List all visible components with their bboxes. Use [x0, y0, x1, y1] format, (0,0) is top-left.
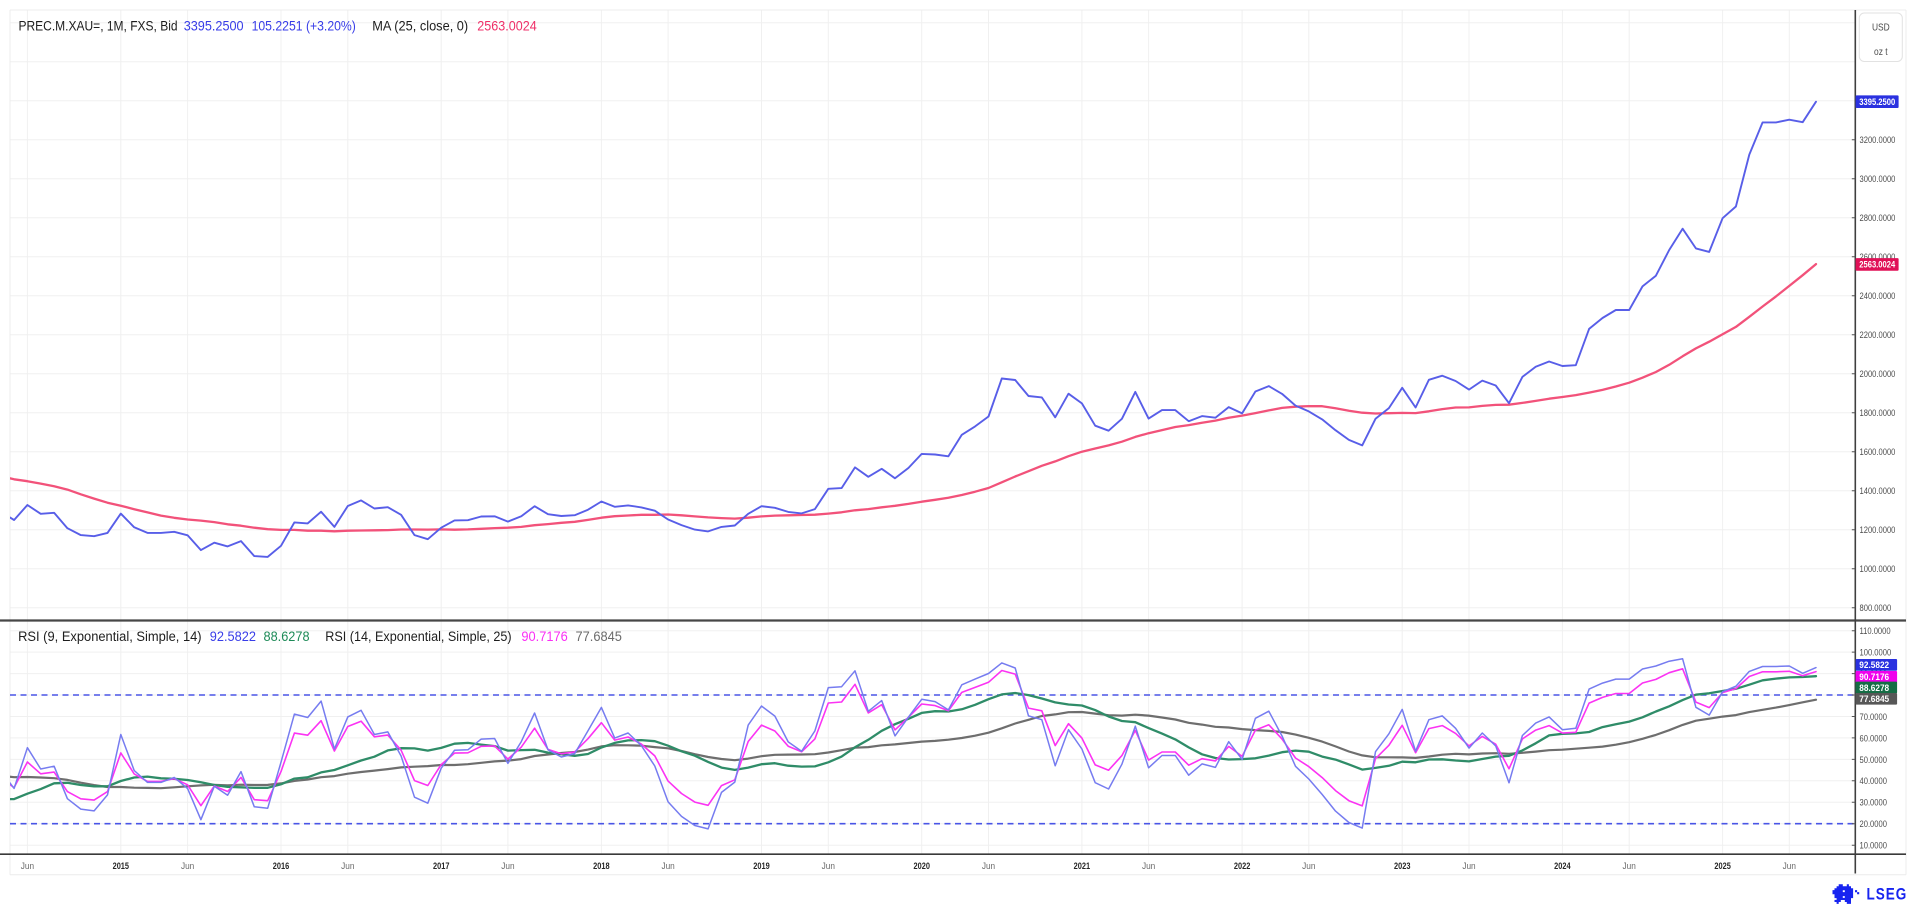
svg-text:70.0000: 70.0000 — [1860, 711, 1888, 722]
svg-text:60.0000: 60.0000 — [1860, 732, 1888, 743]
svg-text:2000.0000: 2000.0000 — [1860, 368, 1896, 379]
svg-text:2024: 2024 — [1554, 860, 1571, 871]
svg-text:2018: 2018 — [593, 860, 610, 871]
svg-text:2400.0000: 2400.0000 — [1860, 290, 1896, 301]
svg-text:50.0000: 50.0000 — [1860, 754, 1888, 765]
svg-text:RSI (9, Exponential, Simple, 1: RSI (9, Exponential, Simple, 14) — [18, 628, 202, 644]
svg-text:LSEG: LSEG — [1867, 885, 1908, 904]
svg-text:USD: USD — [1872, 22, 1890, 34]
svg-text:92.5822: 92.5822 — [1859, 660, 1889, 671]
svg-text:90.7176: 90.7176 — [521, 628, 567, 644]
svg-text:40.0000: 40.0000 — [1860, 775, 1888, 786]
svg-text:100.0000: 100.0000 — [1860, 647, 1892, 658]
svg-text:Jun: Jun — [1783, 860, 1796, 871]
svg-text:2017: 2017 — [433, 860, 450, 871]
svg-text:88.6278: 88.6278 — [1859, 682, 1889, 693]
svg-text:Jun: Jun — [341, 860, 354, 871]
svg-text:110.0000: 110.0000 — [1860, 625, 1891, 636]
svg-text:RSI (14, Exponential, Simple,: RSI (14, Exponential, Simple, 25) — [325, 628, 511, 644]
svg-text:2800.0000: 2800.0000 — [1860, 212, 1896, 223]
svg-text:77.6845: 77.6845 — [1859, 694, 1889, 705]
svg-text:88.6278: 88.6278 — [264, 628, 310, 644]
svg-text:Jun: Jun — [822, 860, 835, 871]
svg-text:30.0000: 30.0000 — [1860, 797, 1888, 808]
svg-text:Jun: Jun — [1462, 860, 1475, 871]
svg-text:3200.0000: 3200.0000 — [1860, 134, 1896, 145]
svg-text:MA (25, close, 0): MA (25, close, 0) — [372, 18, 468, 34]
svg-text:105.2251 (+3.20%): 105.2251 (+3.20%) — [252, 18, 356, 34]
svg-text:2021: 2021 — [1074, 860, 1091, 871]
svg-text:2025: 2025 — [1714, 860, 1731, 871]
svg-text:92.5822: 92.5822 — [210, 628, 256, 644]
svg-text:2020: 2020 — [913, 860, 930, 871]
svg-text:2015: 2015 — [113, 860, 130, 871]
svg-text:2563.0024: 2563.0024 — [1859, 259, 1895, 270]
svg-text:Jun: Jun — [181, 860, 194, 871]
svg-text:2600.0000: 2600.0000 — [1860, 251, 1896, 262]
svg-text:3395.2500: 3395.2500 — [184, 18, 244, 34]
svg-text:3000.0000: 3000.0000 — [1860, 173, 1896, 184]
svg-text:1200.0000: 1200.0000 — [1860, 524, 1896, 535]
svg-text:1400.0000: 1400.0000 — [1860, 485, 1896, 496]
svg-text:2023: 2023 — [1394, 860, 1411, 871]
svg-text:Jun: Jun — [982, 860, 995, 871]
svg-text:Jun: Jun — [1623, 860, 1636, 871]
svg-text:2016: 2016 — [273, 860, 290, 871]
svg-text:2022: 2022 — [1234, 860, 1251, 871]
svg-text:1600.0000: 1600.0000 — [1860, 446, 1896, 457]
svg-text:1000.0000: 1000.0000 — [1860, 563, 1896, 574]
svg-text:PREC.M.XAU=, 1M, FXS, Bid: PREC.M.XAU=, 1M, FXS, Bid — [19, 18, 178, 34]
svg-text:10.0000: 10.0000 — [1860, 840, 1888, 851]
svg-text:2200.0000: 2200.0000 — [1860, 329, 1896, 340]
svg-text:90.7176: 90.7176 — [1859, 672, 1889, 683]
svg-text:2019: 2019 — [753, 860, 770, 871]
svg-text:Jun: Jun — [661, 860, 674, 871]
svg-text:800.0000: 800.0000 — [1860, 602, 1892, 613]
svg-text:Jun: Jun — [21, 860, 34, 871]
svg-text:oz t: oz t — [1874, 46, 1888, 58]
svg-text:Jun: Jun — [1142, 860, 1155, 871]
svg-text:2563.0024: 2563.0024 — [477, 18, 536, 34]
svg-text:Jun: Jun — [1302, 860, 1315, 871]
svg-text:3395.2500: 3395.2500 — [1859, 96, 1895, 107]
svg-text:20.0000: 20.0000 — [1860, 818, 1888, 829]
svg-text:1800.0000: 1800.0000 — [1860, 407, 1896, 418]
svg-text:Jun: Jun — [501, 860, 514, 871]
svg-text:77.6845: 77.6845 — [576, 628, 622, 644]
